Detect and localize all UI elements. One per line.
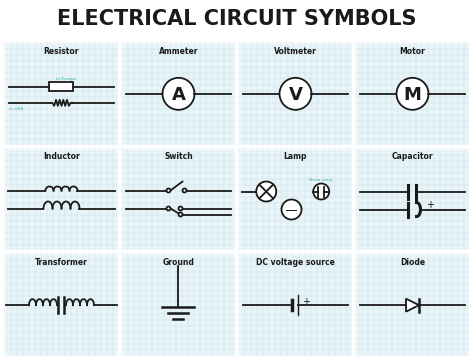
Circle shape bbox=[280, 78, 311, 110]
Bar bbox=[5, 255, 118, 356]
Circle shape bbox=[166, 188, 171, 192]
Bar bbox=[5, 149, 118, 250]
Bar bbox=[122, 255, 235, 356]
Text: +: + bbox=[427, 200, 435, 209]
Text: Transformer: Transformer bbox=[35, 258, 88, 267]
Polygon shape bbox=[406, 299, 419, 312]
Text: Motor: Motor bbox=[400, 47, 426, 56]
Circle shape bbox=[256, 182, 276, 201]
Bar bbox=[239, 149, 352, 250]
Bar bbox=[356, 255, 469, 356]
Circle shape bbox=[179, 206, 182, 210]
Bar bbox=[239, 43, 352, 145]
Bar bbox=[239, 255, 352, 356]
Circle shape bbox=[179, 213, 182, 217]
Text: Voltmeter: Voltmeter bbox=[274, 47, 317, 56]
Bar bbox=[5, 43, 118, 145]
Text: Resistor: Resistor bbox=[44, 47, 79, 56]
Text: +: + bbox=[302, 297, 310, 307]
Text: Inductor: Inductor bbox=[43, 152, 80, 161]
Text: Neon lamp: Neon lamp bbox=[310, 178, 333, 182]
Text: M: M bbox=[403, 86, 421, 104]
Bar bbox=[49, 82, 73, 91]
Bar bbox=[356, 43, 469, 145]
Text: ELECTRICAL CIRCUIT SYMBOLS: ELECTRICAL CIRCUIT SYMBOLS bbox=[57, 9, 417, 29]
Text: Ground: Ground bbox=[163, 258, 194, 267]
Circle shape bbox=[163, 78, 194, 110]
Circle shape bbox=[396, 78, 428, 110]
Circle shape bbox=[166, 206, 171, 210]
Bar bbox=[122, 149, 235, 250]
Text: Switch: Switch bbox=[164, 152, 193, 161]
Text: Capacitor: Capacitor bbox=[392, 152, 433, 161]
Text: Diode: Diode bbox=[400, 258, 425, 267]
Text: DC voltage source: DC voltage source bbox=[256, 258, 335, 267]
Circle shape bbox=[313, 183, 329, 200]
Text: V: V bbox=[289, 86, 302, 104]
Text: Lamp: Lamp bbox=[284, 152, 307, 161]
Circle shape bbox=[282, 200, 301, 219]
Bar bbox=[356, 149, 469, 250]
Text: A: A bbox=[172, 86, 185, 104]
Circle shape bbox=[182, 188, 186, 192]
Text: in Europe: in Europe bbox=[56, 77, 77, 81]
Text: Ammeter: Ammeter bbox=[159, 47, 198, 56]
Text: in USA: in USA bbox=[9, 107, 23, 111]
Bar bbox=[122, 43, 235, 145]
